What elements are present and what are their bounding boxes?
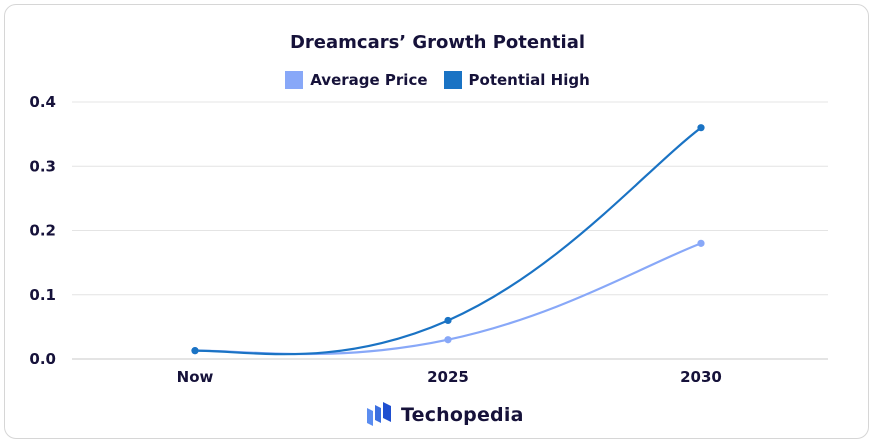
data-point-potential-high[interactable]	[191, 347, 199, 355]
x-tick-label: Now	[177, 368, 214, 386]
techopedia-cubes-icon	[367, 402, 391, 426]
data-point-potential-high[interactable]	[444, 316, 452, 325]
logo-text: Techopedia	[401, 404, 524, 426]
legend-swatch-potential-high	[443, 71, 462, 89]
y-tick-label: 0.4	[29, 93, 56, 111]
x-tick-label: 2025	[427, 368, 469, 386]
x-tick-label: 2030	[680, 368, 722, 386]
y-tick-label: 0.3	[29, 157, 56, 175]
legend-label-potential-high: Potential High	[468, 71, 590, 89]
chart-card	[4, 4, 869, 439]
data-point-average-price[interactable]	[444, 336, 452, 344]
chart-title: Dreamcars’ Growth Potential	[289, 32, 586, 53]
techopedia-logo: Techopedia	[365, 402, 524, 428]
chart-legend: Average Price Potential High	[0, 71, 875, 89]
legend-item-average-price[interactable]: Average Price	[285, 71, 428, 89]
legend-label-average-price: Average Price	[310, 71, 428, 89]
y-tick-label: 0.0	[29, 350, 56, 368]
data-point-average-price[interactable]	[697, 239, 705, 247]
data-point-potential-high[interactable]	[697, 124, 705, 132]
legend-swatch-average-price	[285, 71, 304, 89]
legend-item-potential-high[interactable]: Potential High	[443, 71, 590, 89]
y-tick-label: 0.1	[29, 286, 56, 304]
y-tick-label: 0.2	[29, 222, 56, 240]
